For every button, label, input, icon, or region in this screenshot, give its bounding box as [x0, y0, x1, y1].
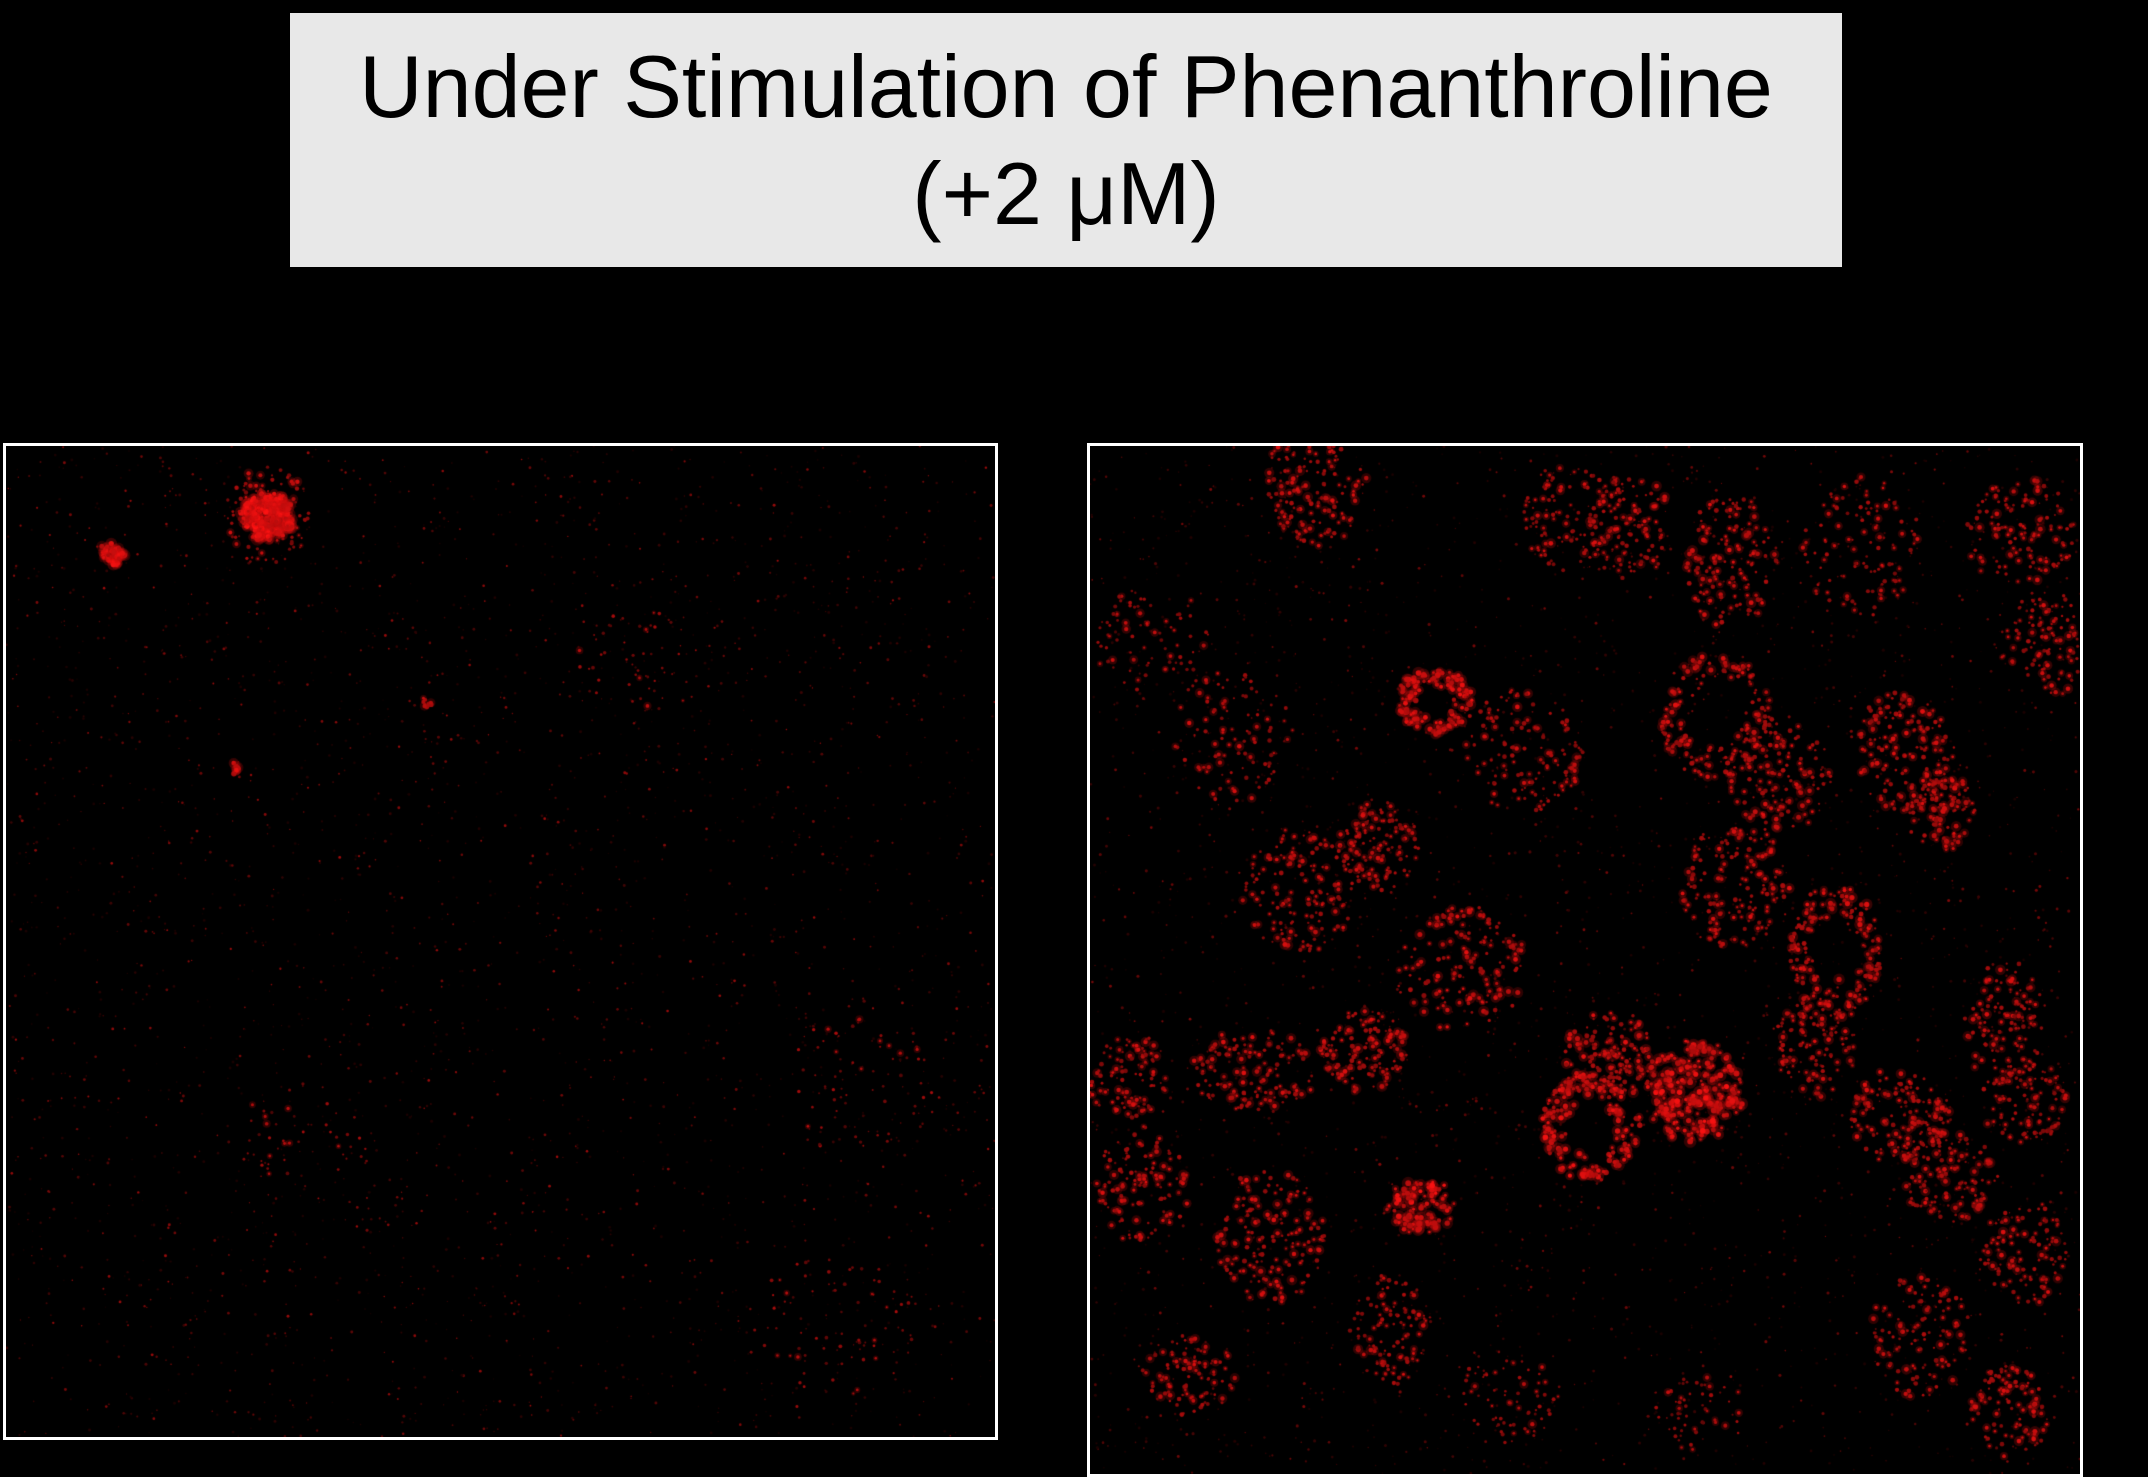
- title-box: Under Stimulation of Phenanthroline (+2 …: [290, 13, 1842, 267]
- left-micrograph-panel: [3, 443, 998, 1440]
- slide-background: Under Stimulation of Phenanthroline (+2 …: [3, 13, 2083, 1477]
- right-fluorescence-micrograph: [1090, 446, 2080, 1474]
- title-line-2: (+2 μM): [912, 144, 1220, 243]
- right-micrograph-panel: [1087, 443, 2083, 1477]
- left-fluorescence-micrograph: [6, 446, 995, 1437]
- title-line-1: Under Stimulation of Phenanthroline: [359, 36, 1773, 136]
